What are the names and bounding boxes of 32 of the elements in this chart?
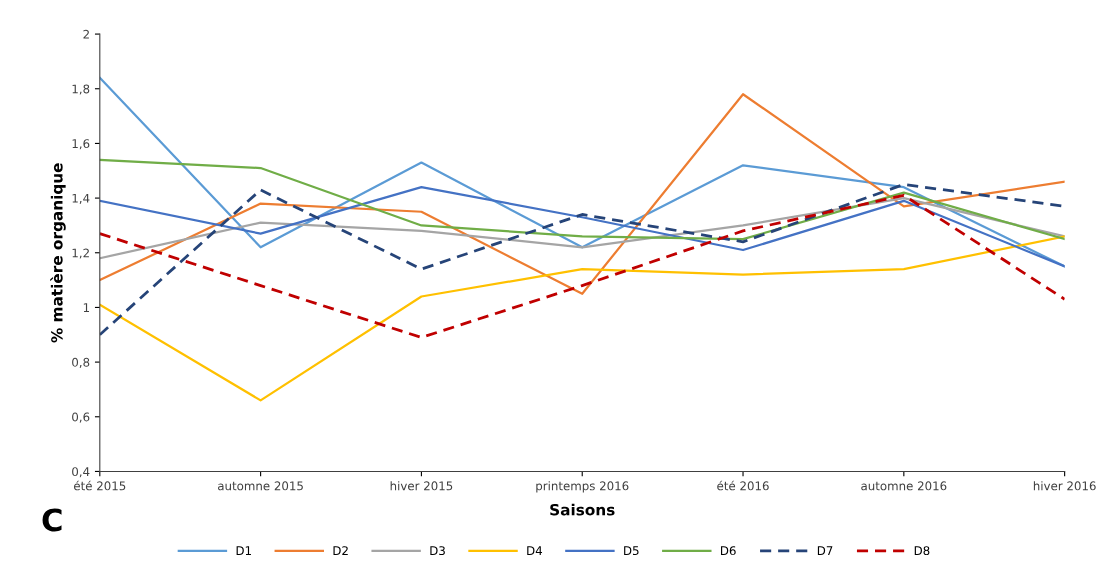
y-tick-label: 0,6: [72, 412, 90, 423]
x-tick-label: automne 2015: [218, 481, 303, 491]
x-tick-label: printemps 2016: [536, 481, 629, 493]
x-tick-label: automne 2016: [861, 481, 947, 491]
y-tick-label: 2: [83, 29, 89, 39]
y-tick-label: 0,4: [72, 467, 90, 478]
legend-label: D8: [914, 546, 930, 556]
line-series: [99, 158, 1065, 241]
legend-label: D3: [430, 546, 445, 556]
legend-label: D7: [817, 546, 833, 555]
legend-label: D2: [333, 546, 348, 555]
y-tick-label: 1,4: [72, 193, 90, 204]
line-series: [99, 93, 1065, 295]
y-tick-label: 0,8: [72, 357, 90, 368]
x-tick-label: hiver 2015: [390, 481, 453, 491]
x-tick-label: été 2015: [73, 480, 126, 491]
y-tick-label: 1,8: [72, 84, 90, 95]
line-series: [99, 235, 1065, 402]
legend-label: D1: [236, 546, 251, 555]
legend-label: D6: [721, 546, 736, 556]
line-series: [99, 196, 1065, 260]
y-axis-title: % matière organique: [50, 163, 66, 343]
legend-label: D4: [527, 546, 543, 555]
legend-label: D5: [624, 546, 639, 556]
x-tick-label: hiver 2016: [1033, 481, 1096, 491]
line-series: [99, 186, 1065, 268]
text: C: [42, 508, 62, 532]
x-axis-title: Saisons: [550, 503, 615, 516]
y-tick-label: 1,2: [72, 248, 89, 259]
y-tick-label: 1,6: [72, 139, 90, 150]
x-tick-label: été 2016: [717, 480, 769, 491]
y-tick-label: 1: [83, 303, 89, 312]
